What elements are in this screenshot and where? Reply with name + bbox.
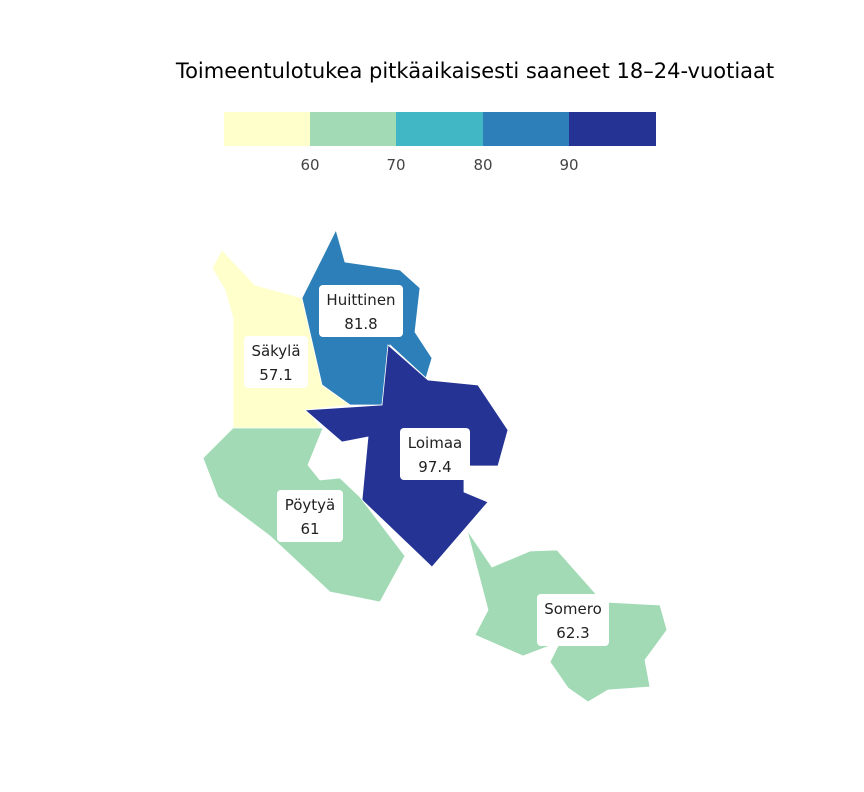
label-huittinen: Huittinen 81.8: [319, 285, 403, 337]
region-name: Loimaa: [408, 434, 462, 452]
legend-tick-90: 90: [559, 156, 578, 174]
region-name: Pöytyä: [285, 496, 336, 514]
region-labels: Säkylä 57.1 Huittinen 81.8 Loimaa 97.4 P…: [244, 285, 609, 646]
region-value: 61: [300, 520, 319, 538]
legend-swatch-3: [396, 112, 484, 146]
label-loimaa: Loimaa 97.4: [400, 428, 470, 480]
label-poytya: Pöytyä 61: [277, 490, 343, 542]
legend-swatch-2: [310, 112, 397, 146]
color-legend: 60 70 80 90: [224, 112, 656, 174]
label-box: [400, 428, 470, 480]
label-box: [244, 336, 308, 388]
map-title: Toimeentulotukea pitkäaikaisesti saaneet…: [175, 59, 774, 83]
legend-tick-80: 80: [473, 156, 492, 174]
legend-swatch-4: [483, 112, 570, 146]
region-value: 81.8: [344, 315, 377, 333]
label-somero: Somero 62.3: [537, 594, 609, 646]
region-value: 57.1: [259, 366, 292, 384]
label-sakyla: Säkylä 57.1: [244, 336, 308, 388]
legend-swatch-1: [224, 112, 311, 146]
region-name: Somero: [544, 600, 602, 618]
region-name: Huittinen: [326, 291, 395, 309]
legend-tick-60: 60: [300, 156, 319, 174]
region-value: 97.4: [418, 458, 451, 476]
legend-tick-70: 70: [386, 156, 405, 174]
legend-swatch-5: [569, 112, 656, 146]
region-value: 62.3: [556, 624, 589, 642]
label-box: [537, 594, 609, 646]
label-box: [277, 490, 343, 542]
region-name: Säkylä: [251, 342, 300, 360]
label-box: [319, 285, 403, 337]
